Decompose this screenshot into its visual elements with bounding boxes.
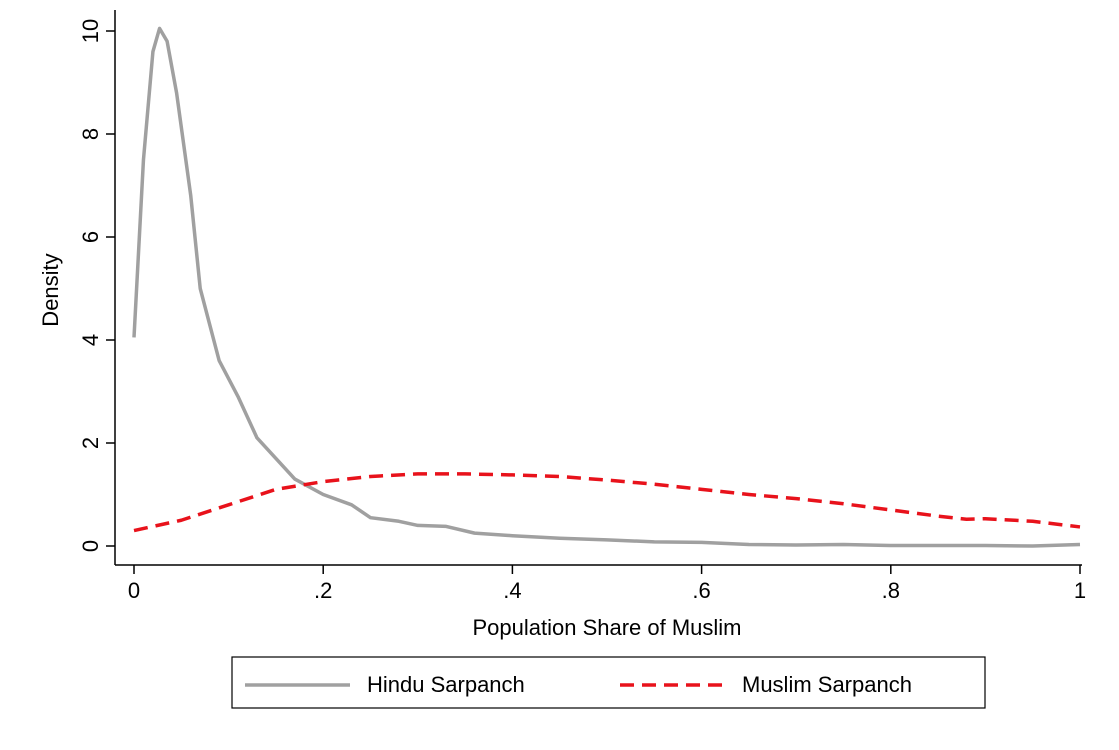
legend-label: Hindu Sarpanch [367,672,525,697]
y-tick-label: 4 [78,334,103,346]
x-tick-label: .4 [503,578,521,603]
y-axis-title: Density [38,253,63,326]
x-tick-label: .2 [314,578,332,603]
x-tick-label: .6 [692,578,710,603]
y-tick-label: 0 [78,540,103,552]
x-tick-label: 0 [128,578,140,603]
y-tick-label: 6 [78,231,103,243]
y-tick-label: 2 [78,437,103,449]
x-tick-label: 1 [1074,578,1086,603]
y-tick-label: 10 [78,19,103,43]
y-tick-label: 8 [78,128,103,140]
legend-box [231,656,986,709]
x-tick-label: .8 [882,578,900,603]
series-line [133,472,1081,533]
series-line [132,26,1081,548]
legend-label: Muslim Sarpanch [742,672,912,697]
x-axis-title: Population Share of Muslim [472,615,741,640]
